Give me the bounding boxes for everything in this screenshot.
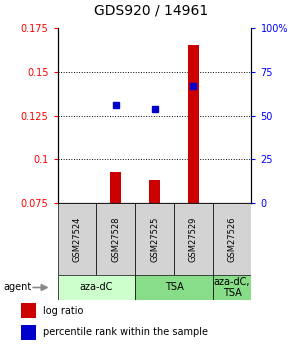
Bar <box>135 275 213 300</box>
Bar <box>21 303 36 318</box>
Text: aza-dC: aza-dC <box>80 283 113 293</box>
Text: GSM27526: GSM27526 <box>228 216 237 262</box>
Text: TSA: TSA <box>165 283 183 293</box>
Bar <box>135 203 174 275</box>
Text: GSM27525: GSM27525 <box>150 216 159 262</box>
Bar <box>213 275 251 300</box>
Bar <box>58 275 135 300</box>
Bar <box>213 203 251 275</box>
Bar <box>149 180 160 203</box>
Bar <box>58 203 96 275</box>
Bar <box>174 203 213 275</box>
Bar <box>110 171 121 203</box>
Bar <box>96 203 135 275</box>
Text: agent: agent <box>3 283 31 293</box>
Text: aza-dC,
TSA: aza-dC, TSA <box>214 277 250 298</box>
Text: GSM27524: GSM27524 <box>72 216 82 262</box>
Text: GSM27529: GSM27529 <box>189 216 198 262</box>
Text: GSM27528: GSM27528 <box>111 216 120 262</box>
Text: log ratio: log ratio <box>43 306 83 316</box>
Bar <box>188 46 199 203</box>
Text: GDS920 / 14961: GDS920 / 14961 <box>94 4 209 18</box>
Text: percentile rank within the sample: percentile rank within the sample <box>43 327 208 337</box>
Bar <box>21 325 36 340</box>
